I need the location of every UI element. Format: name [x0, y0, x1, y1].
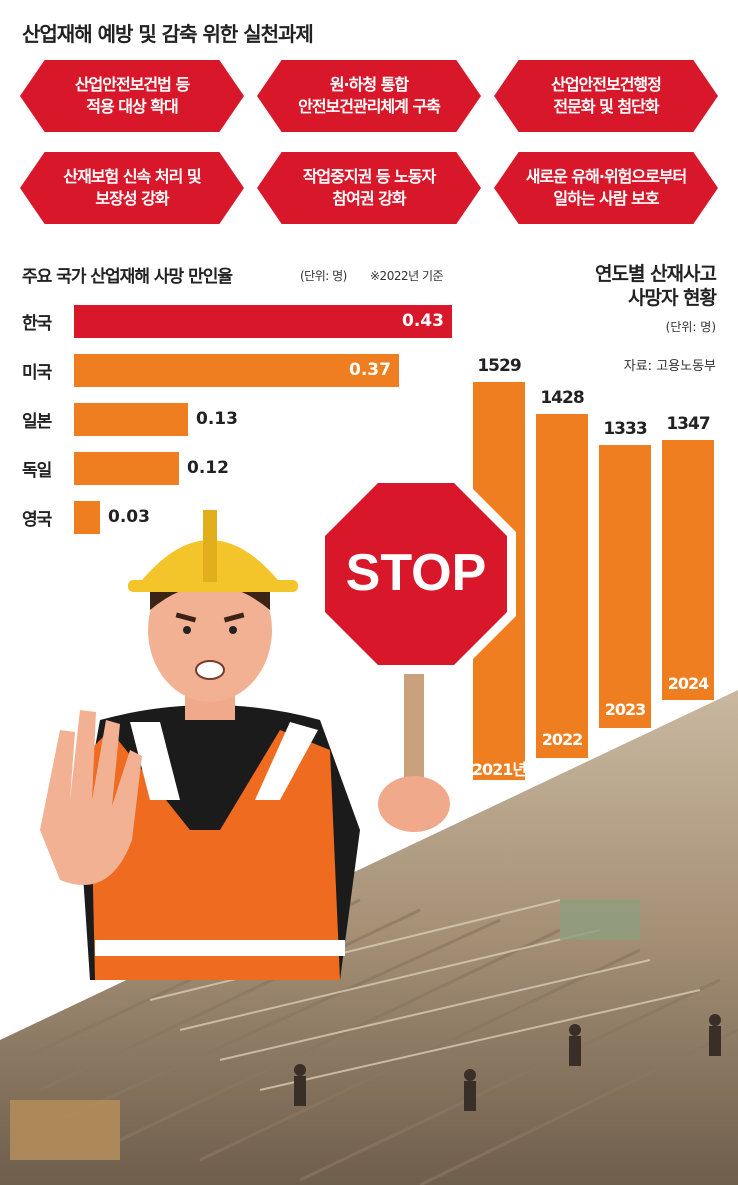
hbar-value-label: 0.12 — [187, 458, 229, 478]
vbar-value-label: 1529 — [477, 356, 521, 376]
hbar-bar — [74, 403, 188, 436]
task-badge: 원·하청 통합 안전보건관리체계 구축 — [257, 60, 481, 132]
hbar-category-label: 독일 — [22, 461, 52, 481]
vbar-value-label: 1347 — [666, 414, 710, 434]
hbar-chart-note: ※2022년 기준 — [370, 269, 444, 283]
page-title: 산업재해 예방 및 감축 위한 실천과제 — [22, 22, 314, 46]
vbar-bar — [536, 414, 588, 758]
hbar-value-label: 0.03 — [108, 507, 150, 527]
hbar-bar — [74, 501, 100, 534]
vbar-chart-title: 연도별 산재사고 사망자 현황 — [595, 263, 717, 309]
task-badge: 산업안전보건법 등 적용 대상 확대 — [20, 60, 244, 132]
task-badge: 산재보험 신속 처리 및 보장성 강화 — [20, 152, 244, 224]
task-badge: 새로운 유해·위험으로부터 일하는 사람 보호 — [494, 152, 718, 224]
hbar-bar — [74, 452, 179, 485]
hbar-chart-title: 주요 국가 산업재해 사망 만인율 — [22, 267, 233, 287]
vbar-value-label: 1333 — [603, 419, 647, 439]
hbar-category-label: 한국 — [22, 314, 52, 334]
hbar-value-label: 0.37 — [349, 360, 391, 380]
vbar-category-label: 2024 — [667, 674, 710, 693]
hbar-value-label: 0.13 — [196, 409, 238, 429]
vbar-chart-source: 자료: 고용노동부 — [623, 359, 716, 374]
hbar-category-label: 일본 — [22, 412, 52, 432]
hbar-category-label: 영국 — [22, 510, 52, 530]
vbar-category-label: 2023 — [604, 700, 647, 719]
hbar-bar — [74, 354, 399, 387]
worker-illustration — [40, 510, 360, 980]
vbar-value-label: 1428 — [540, 388, 584, 408]
stop-sign: STOP — [316, 474, 516, 832]
hbar-value-label: 0.43 — [402, 311, 444, 331]
hbar-category-label: 미국 — [22, 363, 52, 383]
vbar-chart-unit: (단위: 명) — [665, 320, 716, 334]
vbar-bar — [599, 445, 651, 728]
task-badge: 산업안전보건행정 전문화 및 첨단화 — [494, 60, 718, 132]
stop-sign-text: STOP — [346, 544, 487, 602]
vbar-category-label: 2022 — [541, 730, 584, 749]
hbar-bar — [74, 305, 452, 338]
task-badge: 작업중지권 등 노동자 참여권 강화 — [257, 152, 481, 224]
hbar-chart-unit: (단위: 명) — [300, 269, 347, 283]
vbar-bar — [662, 440, 714, 700]
